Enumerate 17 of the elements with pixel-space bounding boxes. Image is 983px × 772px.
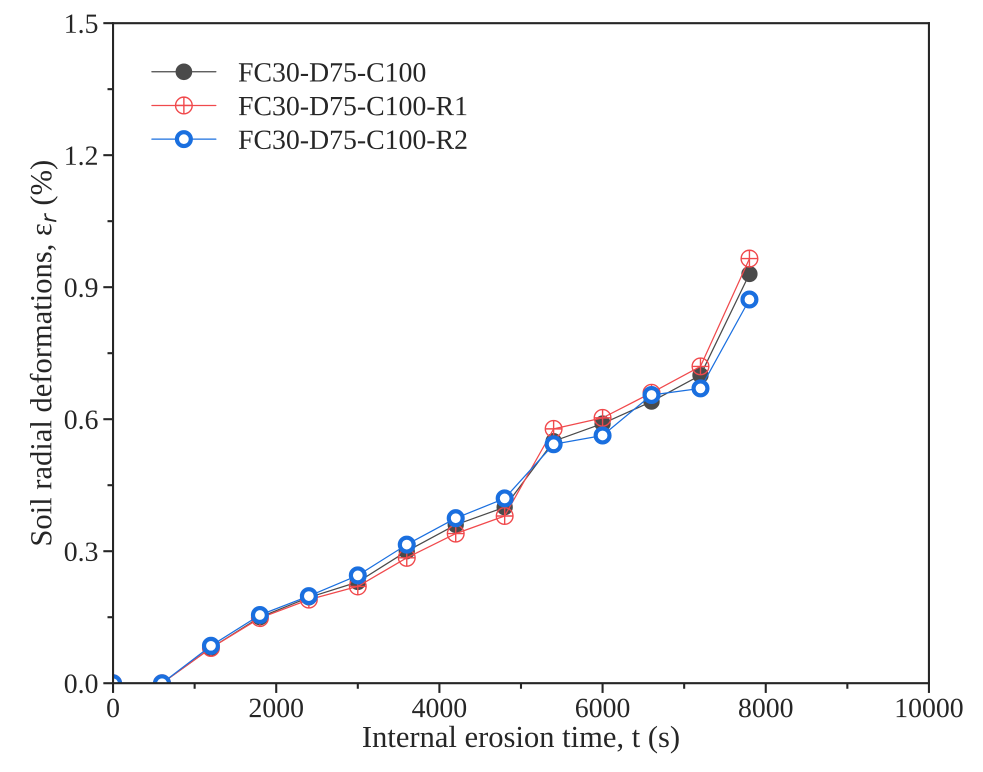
y-tick-label: 0.3 <box>64 542 98 562</box>
x-tick-label: 10000 <box>896 698 963 718</box>
y-tick-label: 0.9 <box>64 278 98 298</box>
legend-label: FC30-D75-C100-R2 <box>238 130 466 150</box>
x-tick-label: 4000 <box>412 698 466 718</box>
y-tick-label: 1.2 <box>66 146 97 166</box>
x-tick-label: 6000 <box>576 698 630 718</box>
x-tick-label: 2000 <box>250 698 303 718</box>
x-tick-label: 0 <box>107 698 119 718</box>
y-tick-label: 1.5 <box>66 14 98 34</box>
y-tick-label: 0.0 <box>64 674 98 694</box>
y-tick-label: 0.6 <box>64 410 98 430</box>
x-tick-label: 8000 <box>739 698 792 718</box>
x-axis-title: Internal erosion time, t (s) <box>362 726 679 754</box>
y-axis-title: Soil radial deformations, ε$_{r}$ (%) <box>30 161 58 545</box>
legend-label: FC30-D75-C100 <box>238 63 426 82</box>
legend-label: FC30-D75-C100-R1 <box>238 96 466 116</box>
